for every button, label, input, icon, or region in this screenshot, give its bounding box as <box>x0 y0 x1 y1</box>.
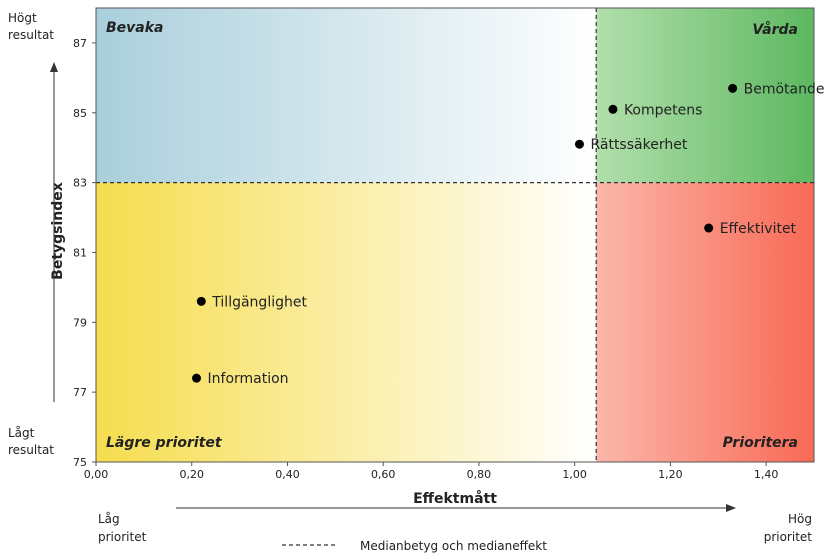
x-high-label-line2: prioritet <box>764 530 813 544</box>
y-axis-ticks: 75 77 79 81 83 85 87 <box>73 37 96 469</box>
data-point <box>704 223 714 233</box>
y-tick-label: 79 <box>73 316 87 329</box>
y-axis-arrow-head <box>50 62 58 72</box>
x-axis-ticks: 0,00 0,20 0,40 0,60 0,80 1,00 1,20 1,40 <box>84 462 779 481</box>
quadrant-label-bevaka: Bevaka <box>106 20 164 36</box>
data-point-label: Rättssäkerhet <box>590 137 687 153</box>
quadrant-bevaka <box>96 8 597 183</box>
data-point <box>574 139 584 149</box>
quadrant-lagre-prioritet <box>96 182 597 462</box>
y-high-label-line1: Högt <box>8 11 37 25</box>
x-high-label-line1: Hög <box>788 512 812 526</box>
data-point-label: Kompetens <box>624 102 702 118</box>
quadrant-label-prioritera: Prioritera <box>723 435 798 451</box>
x-tick-label: 1,00 <box>562 468 587 481</box>
x-low-label-line2: prioritet <box>98 530 147 544</box>
y-tick-label: 87 <box>73 37 87 50</box>
x-tick-label: 0,00 <box>84 468 109 481</box>
x-low-label-line1: Låg <box>98 512 120 526</box>
data-point <box>608 104 618 114</box>
y-axis-title: Betygsindex <box>50 182 66 280</box>
data-point <box>728 83 738 93</box>
data-point-label: Tillgänglighet <box>211 294 307 310</box>
y-tick-label: 81 <box>73 246 87 259</box>
x-tick-label: 0,40 <box>275 468 300 481</box>
quadrant-label-lagre-prioritet: Lägre prioritet <box>106 435 223 451</box>
data-point-label: Bemötande <box>744 81 825 97</box>
y-high-label-line2: resultat <box>8 28 54 42</box>
y-tick-label: 83 <box>73 177 87 190</box>
x-tick-label: 1,40 <box>754 468 779 481</box>
x-tick-label: 0,60 <box>371 468 396 481</box>
y-low-label-line1: Lågt <box>8 426 35 440</box>
legend-label: Medianbetyg och medianeffekt <box>360 539 547 553</box>
y-low-label-line2: resultat <box>8 443 54 457</box>
y-tick-label: 85 <box>73 107 87 120</box>
quadrant-label-varda: Vårda <box>752 21 798 38</box>
data-point-label: Information <box>208 371 289 387</box>
data-point-label: Effektivitet <box>720 221 797 237</box>
x-tick-label: 1,20 <box>658 468 683 481</box>
data-point <box>196 296 206 306</box>
y-tick-label: 77 <box>73 386 87 399</box>
data-point <box>192 373 202 383</box>
x-axis-arrow-head <box>726 504 736 512</box>
x-tick-label: 0,80 <box>467 468 492 481</box>
quadrant-varda <box>596 8 814 183</box>
plot-frame <box>95 7 815 463</box>
x-axis-title: Effektmått <box>413 490 497 507</box>
x-tick-label: 0,20 <box>179 468 204 481</box>
data-points: Bemötande Kompetens Rättssäkerhet Effektivi… <box>192 81 825 387</box>
y-tick-label: 75 <box>73 456 87 469</box>
